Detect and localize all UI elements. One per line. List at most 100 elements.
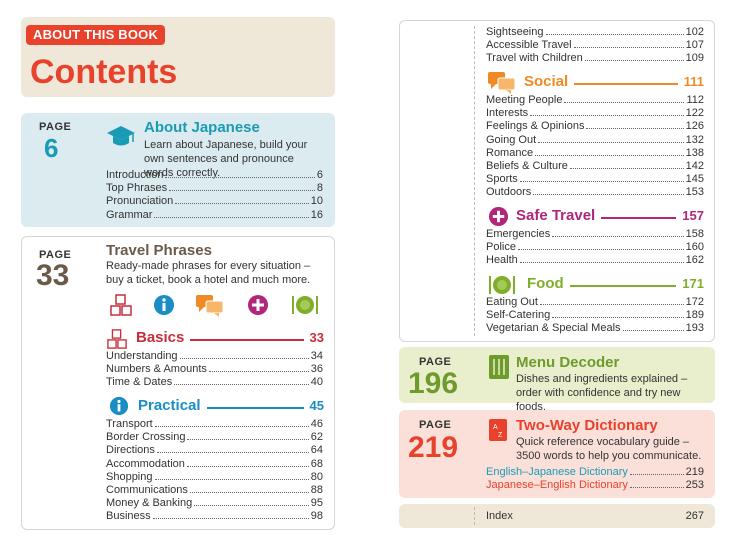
- toc-row[interactable]: Health 162: [486, 254, 704, 267]
- toc-row[interactable]: Money & Banking 95: [106, 497, 323, 510]
- toc-row-title: Romance: [486, 146, 534, 159]
- section-rule: [569, 285, 677, 287]
- food-heading[interactable]: Food 171: [527, 275, 704, 292]
- menu-decoder-panel: [399, 347, 715, 403]
- toc-row[interactable]: Time & Dates 40: [106, 376, 323, 389]
- toc-row-title: Numbers & Amounts: [106, 363, 207, 376]
- toc-row-page: 36: [310, 363, 323, 376]
- toc-row-page: 112: [686, 94, 704, 106]
- toc-row-page: 162: [685, 254, 704, 267]
- menu-decoder-title[interactable]: Menu Decoder: [516, 354, 620, 371]
- toc-row[interactable]: Introduction 6: [106, 169, 323, 182]
- toc-row-page: 172: [685, 296, 704, 308]
- food-page: 171: [682, 276, 704, 291]
- toc-row[interactable]: Understanding 34: [106, 350, 323, 363]
- toc-row[interactable]: Sightseeing 102: [486, 26, 704, 39]
- blocks-icon: [107, 329, 127, 349]
- toc-row-title: Going Out: [486, 133, 537, 146]
- dot-leader: [622, 330, 684, 332]
- toc-row[interactable]: Feelings & Opinions 126: [486, 120, 704, 133]
- dot-leader: [519, 181, 684, 183]
- toc-row-page: 158: [685, 228, 704, 240]
- toc-row[interactable]: Going Out 132: [486, 134, 704, 147]
- page-number[interactable]: 219: [408, 431, 459, 464]
- practical-heading[interactable]: Practical 45: [138, 397, 324, 414]
- index-panel: [399, 504, 715, 528]
- menu-book-icon: [489, 355, 509, 379]
- toc-row-title: Communications: [106, 484, 188, 497]
- toc-row-title: Top Phrases: [106, 182, 168, 195]
- page-number[interactable]: 196: [408, 367, 459, 400]
- toc-row[interactable]: Business 98: [106, 510, 323, 523]
- toc-row-title: Directions: [106, 444, 155, 457]
- info-icon: [154, 295, 174, 315]
- page-number[interactable]: 6: [44, 133, 59, 163]
- toc-row[interactable]: Accommodation 68: [106, 458, 323, 471]
- dot-leader: [194, 505, 309, 507]
- about-japanese-title[interactable]: About Japanese: [144, 119, 260, 136]
- travel-phrases-title[interactable]: Travel Phrases: [106, 242, 212, 259]
- dictionary-title[interactable]: Two-Way Dictionary: [516, 417, 658, 434]
- toc-row-title: Outdoors: [486, 186, 532, 199]
- page-number[interactable]: 33: [36, 259, 70, 292]
- toc-row[interactable]: English–Japanese Dictionary 219: [486, 466, 704, 479]
- toc-row[interactable]: Travel with Children 109: [486, 52, 704, 65]
- toc-row[interactable]: Eating Out 172: [486, 296, 704, 309]
- dot-leader: [169, 190, 315, 192]
- toc-row[interactable]: Communications 88: [106, 484, 323, 497]
- toc-row-page: 102: [685, 26, 704, 38]
- toc-row-title: Travel with Children: [486, 52, 583, 65]
- about-this-book-tag: ABOUT THIS BOOK: [26, 25, 166, 45]
- toc-row[interactable]: Shopping 80: [106, 471, 323, 484]
- toc-row[interactable]: Pronunciation 10: [106, 195, 323, 208]
- toc-row[interactable]: Grammar 16: [106, 209, 323, 222]
- toc-row[interactable]: Romance 138: [486, 147, 704, 160]
- toc-row-page: 153: [685, 186, 704, 199]
- toc-row[interactable]: Meeting People 112: [486, 94, 704, 107]
- toc-row[interactable]: Interests 122: [486, 107, 704, 120]
- practical-page: 45: [309, 398, 324, 413]
- toc-row[interactable]: Police 160: [486, 241, 704, 254]
- toc-row-page: 40: [310, 376, 323, 389]
- practical-list: Transport 46 Border Crossing 62 Directions 64…: [106, 418, 323, 524]
- toc-row[interactable]: Numbers & Amounts 36: [106, 363, 323, 376]
- toc-row-page: 219: [685, 466, 704, 478]
- safe-travel-heading[interactable]: Safe Travel 157: [516, 207, 704, 224]
- dictionary-panel: [399, 410, 715, 498]
- toc-row-title: Meeting People: [486, 94, 563, 106]
- index-row[interactable]: Index 267: [486, 510, 704, 523]
- toc-row-title: Money & Banking: [106, 497, 193, 510]
- toc-row[interactable]: Japanese–English Dictionary 253: [486, 479, 704, 492]
- column-divider: [474, 507, 475, 525]
- dot-leader: [179, 358, 309, 359]
- toc-row[interactable]: Vegetarian & Special Meals 193: [486, 322, 704, 335]
- toc-row-page: 62: [310, 431, 323, 444]
- toc-row-title: Understanding: [106, 350, 178, 362]
- dictionary-book-icon: A Z: [489, 419, 507, 441]
- info-icon: [109, 396, 129, 416]
- toc-row-page: 16: [310, 208, 323, 221]
- toc-row[interactable]: Top Phrases 8: [106, 182, 323, 195]
- social-heading[interactable]: Social 111: [524, 73, 704, 90]
- toc-row[interactable]: Beliefs & Culture 142: [486, 160, 704, 173]
- practical-label: Practical: [138, 397, 201, 414]
- toc-row-page: 138: [685, 146, 704, 159]
- toc-row[interactable]: Self-Catering 189: [486, 309, 704, 322]
- toc-row[interactable]: Outdoors 153: [486, 186, 704, 199]
- basics-heading[interactable]: Basics 33: [136, 329, 324, 346]
- toc-row-title: Grammar: [106, 208, 153, 221]
- dot-leader: [175, 203, 309, 205]
- toc-row[interactable]: Emergencies 158: [486, 228, 704, 241]
- section-rule: [601, 217, 677, 219]
- dot-leader: [573, 47, 684, 49]
- dot-leader: [208, 371, 309, 373]
- dot-leader: [538, 141, 684, 143]
- toc-row[interactable]: Accessible Travel 107: [486, 39, 704, 52]
- toc-row[interactable]: Directions 64: [106, 444, 323, 457]
- toc-row-page: 145: [685, 173, 704, 186]
- plate-cutlery-icon: [489, 276, 515, 294]
- toc-row[interactable]: Sports 145: [486, 173, 704, 186]
- toc-row[interactable]: Transport 46: [106, 418, 323, 431]
- toc-row[interactable]: Border Crossing 62: [106, 431, 323, 444]
- toc-row-title: Eating Out: [486, 296, 538, 308]
